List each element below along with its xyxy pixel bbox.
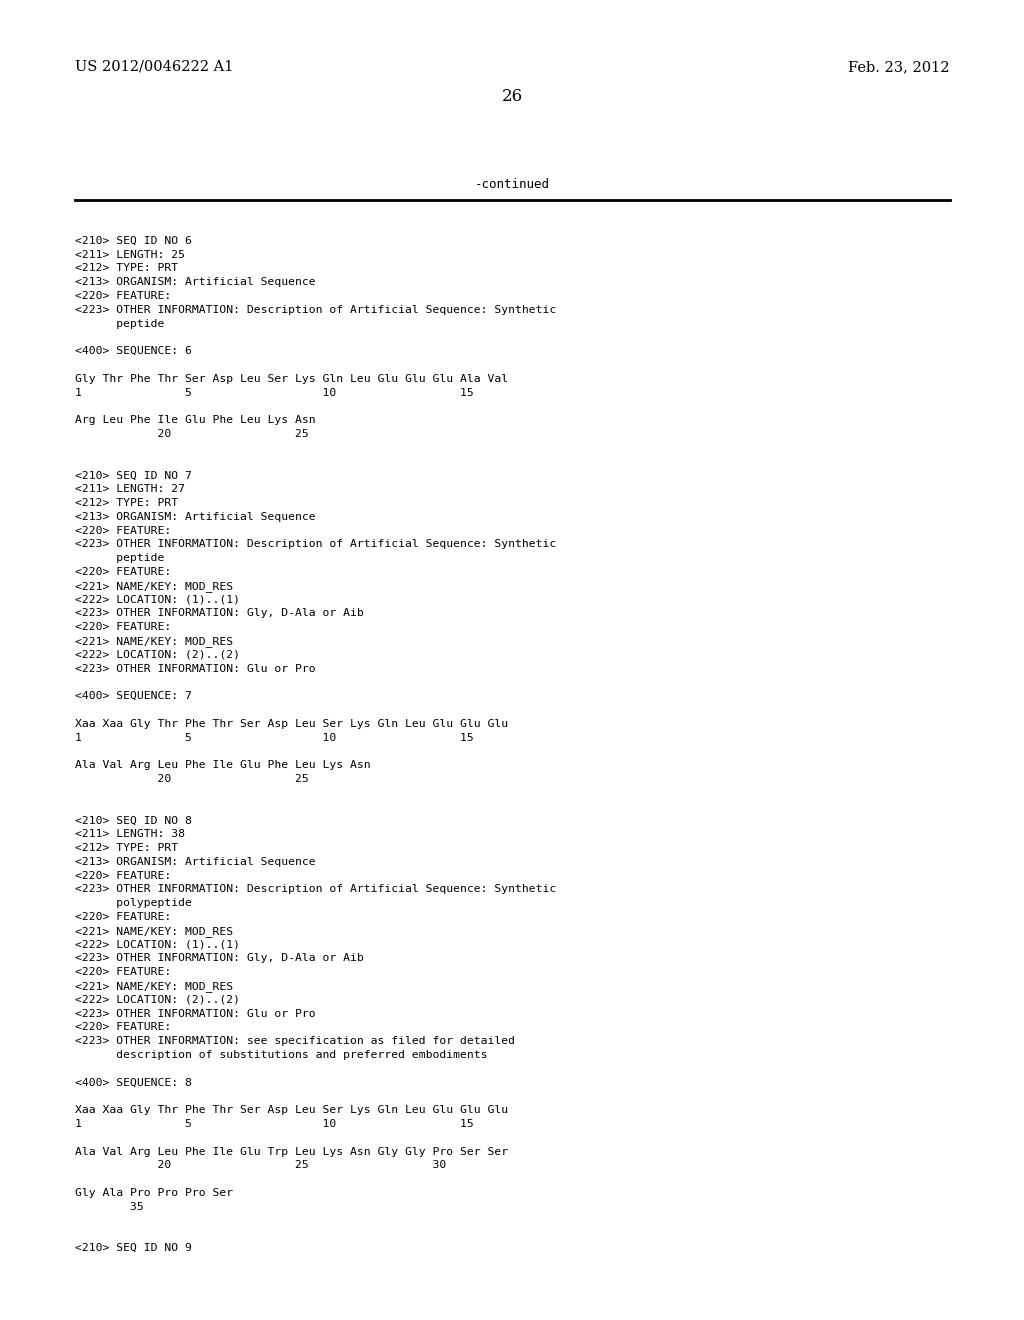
Text: <223> OTHER INFORMATION: Gly, D-Ala or Aib: <223> OTHER INFORMATION: Gly, D-Ala or A… xyxy=(75,953,364,964)
Text: <223> OTHER INFORMATION: see specification as filed for detailed: <223> OTHER INFORMATION: see specificati… xyxy=(75,1036,515,1047)
Text: <222> LOCATION: (2)..(2): <222> LOCATION: (2)..(2) xyxy=(75,995,240,1005)
Text: <400> SEQUENCE: 6: <400> SEQUENCE: 6 xyxy=(75,346,191,356)
Text: peptide: peptide xyxy=(75,553,165,564)
Text: <223> OTHER INFORMATION: Glu or Pro: <223> OTHER INFORMATION: Glu or Pro xyxy=(75,664,315,673)
Text: <210> SEQ ID NO 6: <210> SEQ ID NO 6 xyxy=(75,236,191,246)
Text: <210> SEQ ID NO 8: <210> SEQ ID NO 8 xyxy=(75,816,191,825)
Text: Xaa Xaa Gly Thr Phe Thr Ser Asp Leu Ser Lys Gln Leu Glu Glu Glu: Xaa Xaa Gly Thr Phe Thr Ser Asp Leu Ser … xyxy=(75,1105,508,1115)
Text: Feb. 23, 2012: Feb. 23, 2012 xyxy=(849,59,950,74)
Text: <210> SEQ ID NO 7: <210> SEQ ID NO 7 xyxy=(75,470,191,480)
Text: <221> NAME/KEY: MOD_RES: <221> NAME/KEY: MOD_RES xyxy=(75,925,233,937)
Text: <220> FEATURE:: <220> FEATURE: xyxy=(75,568,171,577)
Text: description of substitutions and preferred embodiments: description of substitutions and preferr… xyxy=(75,1049,487,1060)
Text: <222> LOCATION: (2)..(2): <222> LOCATION: (2)..(2) xyxy=(75,649,240,660)
Text: <220> FEATURE:: <220> FEATURE: xyxy=(75,912,171,921)
Text: <400> SEQUENCE: 7: <400> SEQUENCE: 7 xyxy=(75,692,191,701)
Text: <212> TYPE: PRT: <212> TYPE: PRT xyxy=(75,264,178,273)
Text: polypeptide: polypeptide xyxy=(75,898,191,908)
Text: 1               5                   10                  15: 1 5 10 15 xyxy=(75,1119,474,1129)
Text: Arg Leu Phe Ile Glu Phe Leu Lys Asn: Arg Leu Phe Ile Glu Phe Leu Lys Asn xyxy=(75,416,315,425)
Text: <223> OTHER INFORMATION: Gly, D-Ala or Aib: <223> OTHER INFORMATION: Gly, D-Ala or A… xyxy=(75,609,364,618)
Text: <211> LENGTH: 25: <211> LENGTH: 25 xyxy=(75,249,185,260)
Text: 1               5                   10                  15: 1 5 10 15 xyxy=(75,388,474,397)
Text: Gly Ala Pro Pro Pro Ser: Gly Ala Pro Pro Pro Ser xyxy=(75,1188,233,1199)
Text: <220> FEATURE:: <220> FEATURE: xyxy=(75,525,171,536)
Text: <213> ORGANISM: Artificial Sequence: <213> ORGANISM: Artificial Sequence xyxy=(75,277,315,288)
Text: 20                  25                  30: 20 25 30 xyxy=(75,1160,446,1171)
Text: 20                  25: 20 25 xyxy=(75,429,309,440)
Text: <213> ORGANISM: Artificial Sequence: <213> ORGANISM: Artificial Sequence xyxy=(75,512,315,521)
Text: <220> FEATURE:: <220> FEATURE: xyxy=(75,1023,171,1032)
Text: 20                  25: 20 25 xyxy=(75,774,309,784)
Text: <220> FEATURE:: <220> FEATURE: xyxy=(75,290,171,301)
Text: US 2012/0046222 A1: US 2012/0046222 A1 xyxy=(75,59,233,74)
Text: <221> NAME/KEY: MOD_RES: <221> NAME/KEY: MOD_RES xyxy=(75,581,233,591)
Text: Gly Thr Phe Thr Ser Asp Leu Ser Lys Gln Leu Glu Glu Glu Ala Val: Gly Thr Phe Thr Ser Asp Leu Ser Lys Gln … xyxy=(75,374,508,384)
Text: <211> LENGTH: 38: <211> LENGTH: 38 xyxy=(75,829,185,840)
Text: Ala Val Arg Leu Phe Ile Glu Trp Leu Lys Asn Gly Gly Pro Ser Ser: Ala Val Arg Leu Phe Ile Glu Trp Leu Lys … xyxy=(75,1147,508,1156)
Text: Ala Val Arg Leu Phe Ile Glu Phe Leu Lys Asn: Ala Val Arg Leu Phe Ile Glu Phe Leu Lys … xyxy=(75,760,371,770)
Text: <212> TYPE: PRT: <212> TYPE: PRT xyxy=(75,843,178,853)
Text: <220> FEATURE:: <220> FEATURE: xyxy=(75,968,171,977)
Text: Xaa Xaa Gly Thr Phe Thr Ser Asp Leu Ser Lys Gln Leu Glu Glu Glu: Xaa Xaa Gly Thr Phe Thr Ser Asp Leu Ser … xyxy=(75,719,508,729)
Text: <221> NAME/KEY: MOD_RES: <221> NAME/KEY: MOD_RES xyxy=(75,636,233,647)
Text: peptide: peptide xyxy=(75,318,165,329)
Text: <210> SEQ ID NO 9: <210> SEQ ID NO 9 xyxy=(75,1243,191,1253)
Text: <221> NAME/KEY: MOD_RES: <221> NAME/KEY: MOD_RES xyxy=(75,981,233,991)
Text: <223> OTHER INFORMATION: Description of Artificial Sequence: Synthetic: <223> OTHER INFORMATION: Description of … xyxy=(75,305,556,314)
Text: <223> OTHER INFORMATION: Description of Artificial Sequence: Synthetic: <223> OTHER INFORMATION: Description of … xyxy=(75,884,556,895)
Text: <223> OTHER INFORMATION: Description of Artificial Sequence: Synthetic: <223> OTHER INFORMATION: Description of … xyxy=(75,540,556,549)
Text: <213> ORGANISM: Artificial Sequence: <213> ORGANISM: Artificial Sequence xyxy=(75,857,315,867)
Text: <222> LOCATION: (1)..(1): <222> LOCATION: (1)..(1) xyxy=(75,594,240,605)
Text: 26: 26 xyxy=(502,88,522,106)
Text: <211> LENGTH: 27: <211> LENGTH: 27 xyxy=(75,484,185,494)
Text: 1               5                   10                  15: 1 5 10 15 xyxy=(75,733,474,743)
Text: <222> LOCATION: (1)..(1): <222> LOCATION: (1)..(1) xyxy=(75,940,240,949)
Text: <400> SEQUENCE: 8: <400> SEQUENCE: 8 xyxy=(75,1077,191,1088)
Text: <223> OTHER INFORMATION: Glu or Pro: <223> OTHER INFORMATION: Glu or Pro xyxy=(75,1008,315,1019)
Text: -continued: -continued xyxy=(474,178,550,191)
Text: 35: 35 xyxy=(75,1201,143,1212)
Text: <220> FEATURE:: <220> FEATURE: xyxy=(75,871,171,880)
Text: <212> TYPE: PRT: <212> TYPE: PRT xyxy=(75,498,178,508)
Text: <220> FEATURE:: <220> FEATURE: xyxy=(75,622,171,632)
